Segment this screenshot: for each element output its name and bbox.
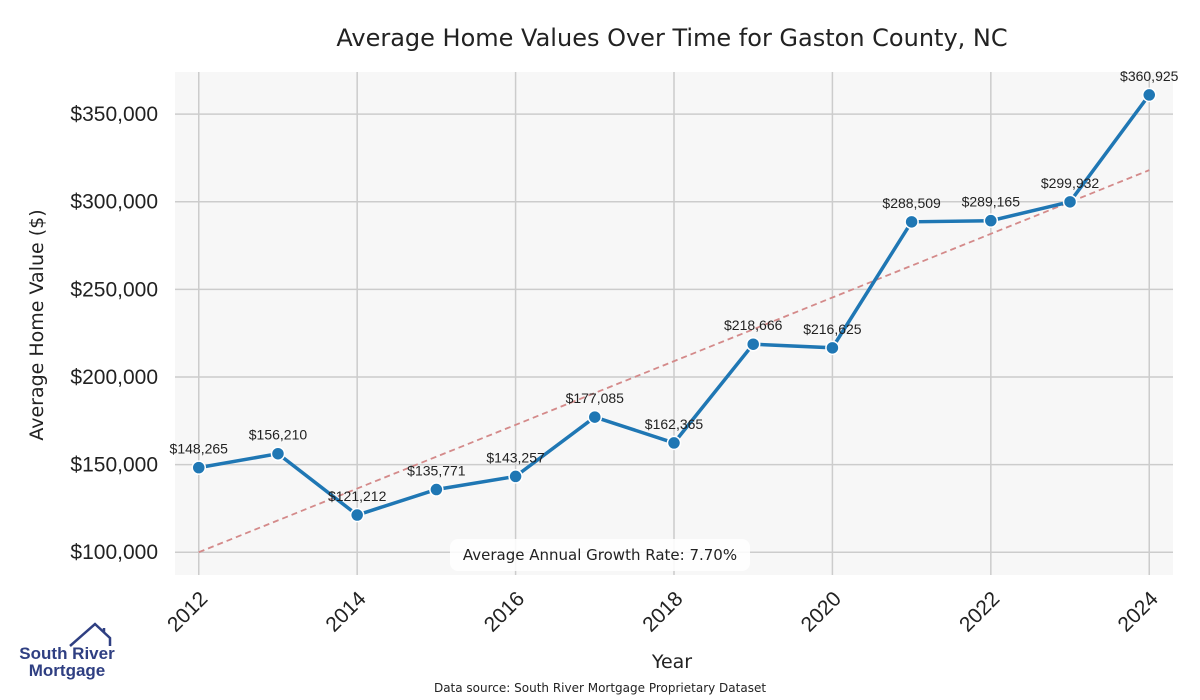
y-tick-label: $200,000 — [70, 366, 158, 389]
data-label: $299,932 — [1041, 175, 1100, 191]
y-tick-label: $150,000 — [70, 454, 158, 477]
data-point — [587, 409, 603, 425]
growth-annotation: Average Annual Growth Rate: 7.70% — [450, 539, 750, 571]
data-point — [745, 336, 761, 352]
data-label: $216,625 — [803, 321, 862, 337]
data-label: $218,666 — [724, 317, 783, 333]
logo-line-1: South River — [19, 644, 115, 663]
company-logo: South River Mortgage — [19, 622, 115, 680]
data-point — [429, 482, 444, 497]
data-source-note: Data source: South River Mortgage Propri… — [434, 681, 766, 695]
data-label: $121,212 — [328, 488, 387, 504]
x-tick-label: 2018 — [638, 587, 687, 636]
data-label: $177,085 — [566, 390, 625, 406]
x-tick-labels: 2012 2014 2016 2018 2020 2022 2024 — [163, 587, 1163, 637]
trend-line — [198, 169, 1150, 554]
data-label: $162,365 — [645, 416, 704, 432]
data-labels: $148,265 $156,210 $121,212 $135,771 $143,257… — [170, 68, 1179, 504]
growth-annotation-text: Average Annual Growth Rate: 7.70% — [463, 546, 737, 564]
x-tick-label: 2024 — [1113, 587, 1163, 637]
data-point — [1141, 87, 1157, 103]
y-tick-label: $300,000 — [70, 191, 158, 214]
data-label: $156,210 — [249, 427, 308, 443]
house-icon — [69, 622, 112, 647]
chart-title: Average Home Values Over Time for Gaston… — [336, 24, 1007, 52]
x-axis-label: Year — [651, 651, 692, 673]
x-tick-label: 2012 — [163, 587, 212, 636]
x-tick-label: 2014 — [321, 587, 371, 637]
y-tick-label: $350,000 — [70, 103, 158, 126]
x-tick-label: 2016 — [480, 587, 529, 636]
data-label: $289,165 — [962, 194, 1021, 210]
data-label: $360,925 — [1120, 68, 1179, 84]
data-point — [1062, 194, 1078, 210]
y-tick-label: $250,000 — [70, 278, 158, 301]
grid-x — [198, 72, 1150, 575]
data-point — [904, 214, 919, 230]
data-point — [349, 507, 365, 523]
logo-line-2: Mortgage — [29, 661, 106, 680]
y-axis-label: Average Home Value ($) — [26, 209, 48, 440]
y-tick-label: $100,000 — [70, 541, 158, 564]
data-point — [191, 460, 207, 475]
data-label: $143,257 — [486, 449, 545, 465]
data-points — [191, 87, 1157, 523]
x-tick-label: 2020 — [797, 587, 846, 636]
data-label: $135,771 — [407, 463, 466, 479]
data-point — [825, 340, 840, 356]
data-point — [270, 446, 286, 461]
data-point — [983, 213, 999, 228]
data-point — [508, 469, 523, 484]
y-tick-labels: $100,000 $150,000 $200,000 $250,000 $300,000… — [70, 103, 158, 564]
data-label: $288,509 — [882, 195, 941, 211]
data-label: $148,265 — [170, 441, 229, 457]
x-tick-label: 2022 — [955, 587, 1004, 636]
grid-y — [175, 113, 1173, 553]
data-point — [666, 435, 682, 451]
